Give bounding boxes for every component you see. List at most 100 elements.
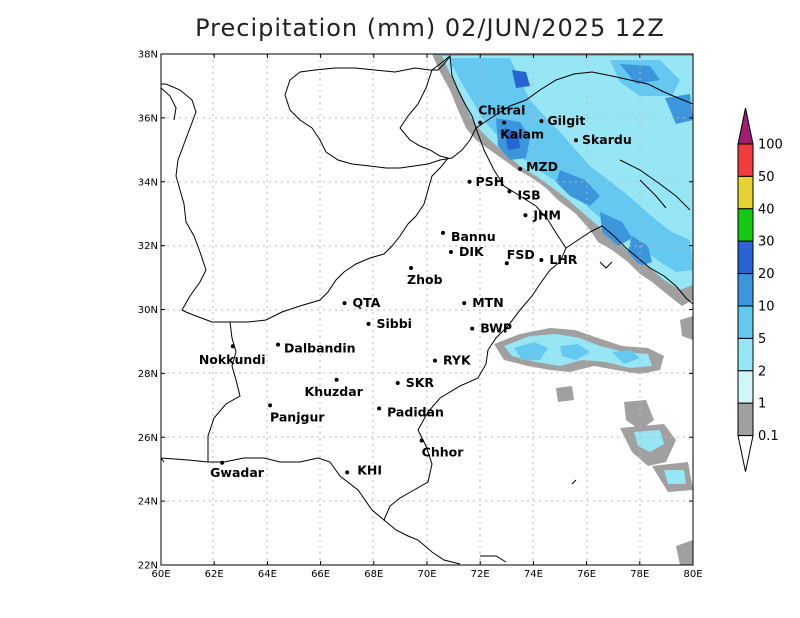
city-label-mtn: MTN bbox=[472, 295, 503, 310]
x-tick-label: 74E bbox=[524, 569, 543, 580]
city-label-khuzdar: Khuzdar bbox=[305, 384, 364, 399]
city-label-padidan: Padidan bbox=[387, 405, 444, 420]
colorbar-segment bbox=[737, 370, 754, 404]
x-tick-label: 62E bbox=[205, 569, 224, 580]
y-tick-label: 30N bbox=[138, 305, 158, 316]
country-boundaries bbox=[161, 54, 693, 565]
city-label-fsd: FSD bbox=[507, 247, 535, 262]
colorbar-segment bbox=[737, 175, 754, 210]
x-tick-label: 80E bbox=[683, 569, 702, 580]
city-label-chhor: Chhor bbox=[422, 444, 465, 459]
colorbar-top-arrow bbox=[737, 107, 754, 145]
city-marker-gwadar bbox=[220, 460, 225, 465]
city-label-ryk: RYK bbox=[443, 353, 472, 368]
colorbar-segment bbox=[737, 273, 754, 307]
city-label-jhm: JHM bbox=[532, 207, 561, 222]
colorbar-label: 30 bbox=[758, 235, 775, 250]
city-label-nokkundi: Nokkundi bbox=[199, 352, 266, 367]
city-marker-mzd bbox=[518, 166, 523, 171]
y-tick-label: 38N bbox=[138, 50, 158, 61]
city-marker-zhob bbox=[409, 265, 414, 270]
city-marker-ryk bbox=[432, 358, 437, 363]
x-tick-label: 72E bbox=[471, 569, 490, 580]
colorbar-segment bbox=[737, 208, 754, 242]
city-label-lhr: LHR bbox=[549, 252, 577, 267]
city-label-dik: DIK bbox=[459, 244, 485, 259]
x-tick-label: 78E bbox=[630, 569, 649, 580]
city-label-gwadar: Gwadar bbox=[210, 465, 265, 480]
axis-tick-labels: 60E 62E 64E 66E 68E 70E 72E 74E 76E 78E 80E 22N 24N 2… bbox=[138, 50, 703, 581]
colorbar-label: 50 bbox=[758, 170, 775, 185]
city-label-isb: ISB bbox=[517, 187, 540, 202]
colorbar: 100 50 40 30 20 10 5 2 1 0.1 bbox=[737, 107, 783, 472]
x-tick-label: 76E bbox=[577, 569, 596, 580]
colorbar-segment bbox=[737, 305, 754, 339]
x-tick-label: 64E bbox=[258, 569, 277, 580]
y-tick-label: 24N bbox=[138, 497, 158, 508]
y-tick-label: 32N bbox=[138, 241, 158, 252]
city-label-dalbandin: Dalbandin bbox=[284, 341, 356, 356]
x-tick-label: 68E bbox=[364, 569, 383, 580]
colorbar-label: 0.1 bbox=[758, 429, 779, 444]
city-marker-khuzdar bbox=[334, 377, 339, 382]
colorbar-label: 1 bbox=[758, 397, 766, 412]
city-marker-fsd bbox=[504, 261, 509, 266]
city-marker-bannu bbox=[440, 230, 445, 235]
city-marker-kalam bbox=[502, 120, 507, 125]
city-label-khi: KHI bbox=[357, 462, 382, 477]
city-marker-mtn bbox=[462, 301, 467, 306]
precipitation-shading bbox=[432, 54, 693, 565]
city-label-psh: PSH bbox=[476, 174, 505, 189]
city-marker-dik bbox=[448, 250, 453, 255]
city-marker-qta bbox=[342, 301, 347, 306]
y-tick-label: 22N bbox=[138, 561, 158, 572]
city-label-mzd: MZD bbox=[526, 159, 558, 174]
colorbar-label: 100 bbox=[758, 138, 783, 153]
y-tick-label: 34N bbox=[138, 177, 158, 188]
x-tick-label: 60E bbox=[151, 569, 170, 580]
city-label-chitral: Chitral bbox=[478, 103, 525, 118]
colorbar-segment bbox=[737, 143, 754, 177]
coastline-south bbox=[383, 519, 461, 565]
colorbar-label: 5 bbox=[758, 332, 766, 347]
colorbar-label: 10 bbox=[758, 300, 775, 315]
colorbar-label: 2 bbox=[758, 364, 766, 379]
afghanistan-iran-border bbox=[161, 83, 207, 311]
colorbar-segment bbox=[737, 240, 754, 275]
city-label-skardu: Skardu bbox=[582, 132, 632, 147]
x-tick-label: 66E bbox=[311, 569, 330, 580]
city-label-qta: QTA bbox=[353, 295, 381, 310]
city-marker-skr bbox=[395, 380, 400, 385]
map-title: Precipitation (mm) 02/JUN/2025 12Z bbox=[195, 14, 665, 42]
city-marker-bwp bbox=[470, 326, 475, 331]
city-marker-panjgur bbox=[268, 403, 273, 408]
y-tick-label: 26N bbox=[138, 433, 158, 444]
colorbar-bottom-arrow bbox=[737, 435, 754, 472]
city-label-bwp: BWP bbox=[480, 321, 512, 336]
y-tick-label: 36N bbox=[138, 113, 158, 124]
city-marker-jhm bbox=[523, 213, 528, 218]
y-tick-label: 28N bbox=[138, 369, 158, 380]
china-border bbox=[475, 71, 693, 129]
city-marker-dalbandin bbox=[276, 342, 281, 347]
city-marker-isb bbox=[507, 189, 512, 194]
city-marker-psh bbox=[467, 179, 472, 184]
afghanistan-border bbox=[181, 55, 451, 323]
city-label-sibbi: Sibbi bbox=[376, 316, 411, 331]
city-label-panjgur: Panjgur bbox=[270, 409, 325, 424]
city-label-gilgit: Gilgit bbox=[547, 113, 585, 128]
city-marker-lhr bbox=[539, 257, 544, 262]
colorbar-label: 20 bbox=[758, 267, 775, 282]
city-marker-gilgit bbox=[539, 119, 544, 124]
city-marker-chitral bbox=[478, 120, 483, 125]
city-marker-sibbi bbox=[366, 321, 371, 326]
pakistan-main-border bbox=[161, 127, 567, 521]
city-marker-chhor bbox=[419, 438, 424, 443]
colorbar-label: 40 bbox=[758, 202, 775, 217]
pakistan-border bbox=[284, 54, 477, 169]
x-tick-label: 70E bbox=[417, 569, 436, 580]
city-label-kalam: Kalam bbox=[500, 127, 544, 142]
axis-ticks bbox=[160, 53, 694, 566]
city-marker-padidan bbox=[377, 406, 382, 411]
